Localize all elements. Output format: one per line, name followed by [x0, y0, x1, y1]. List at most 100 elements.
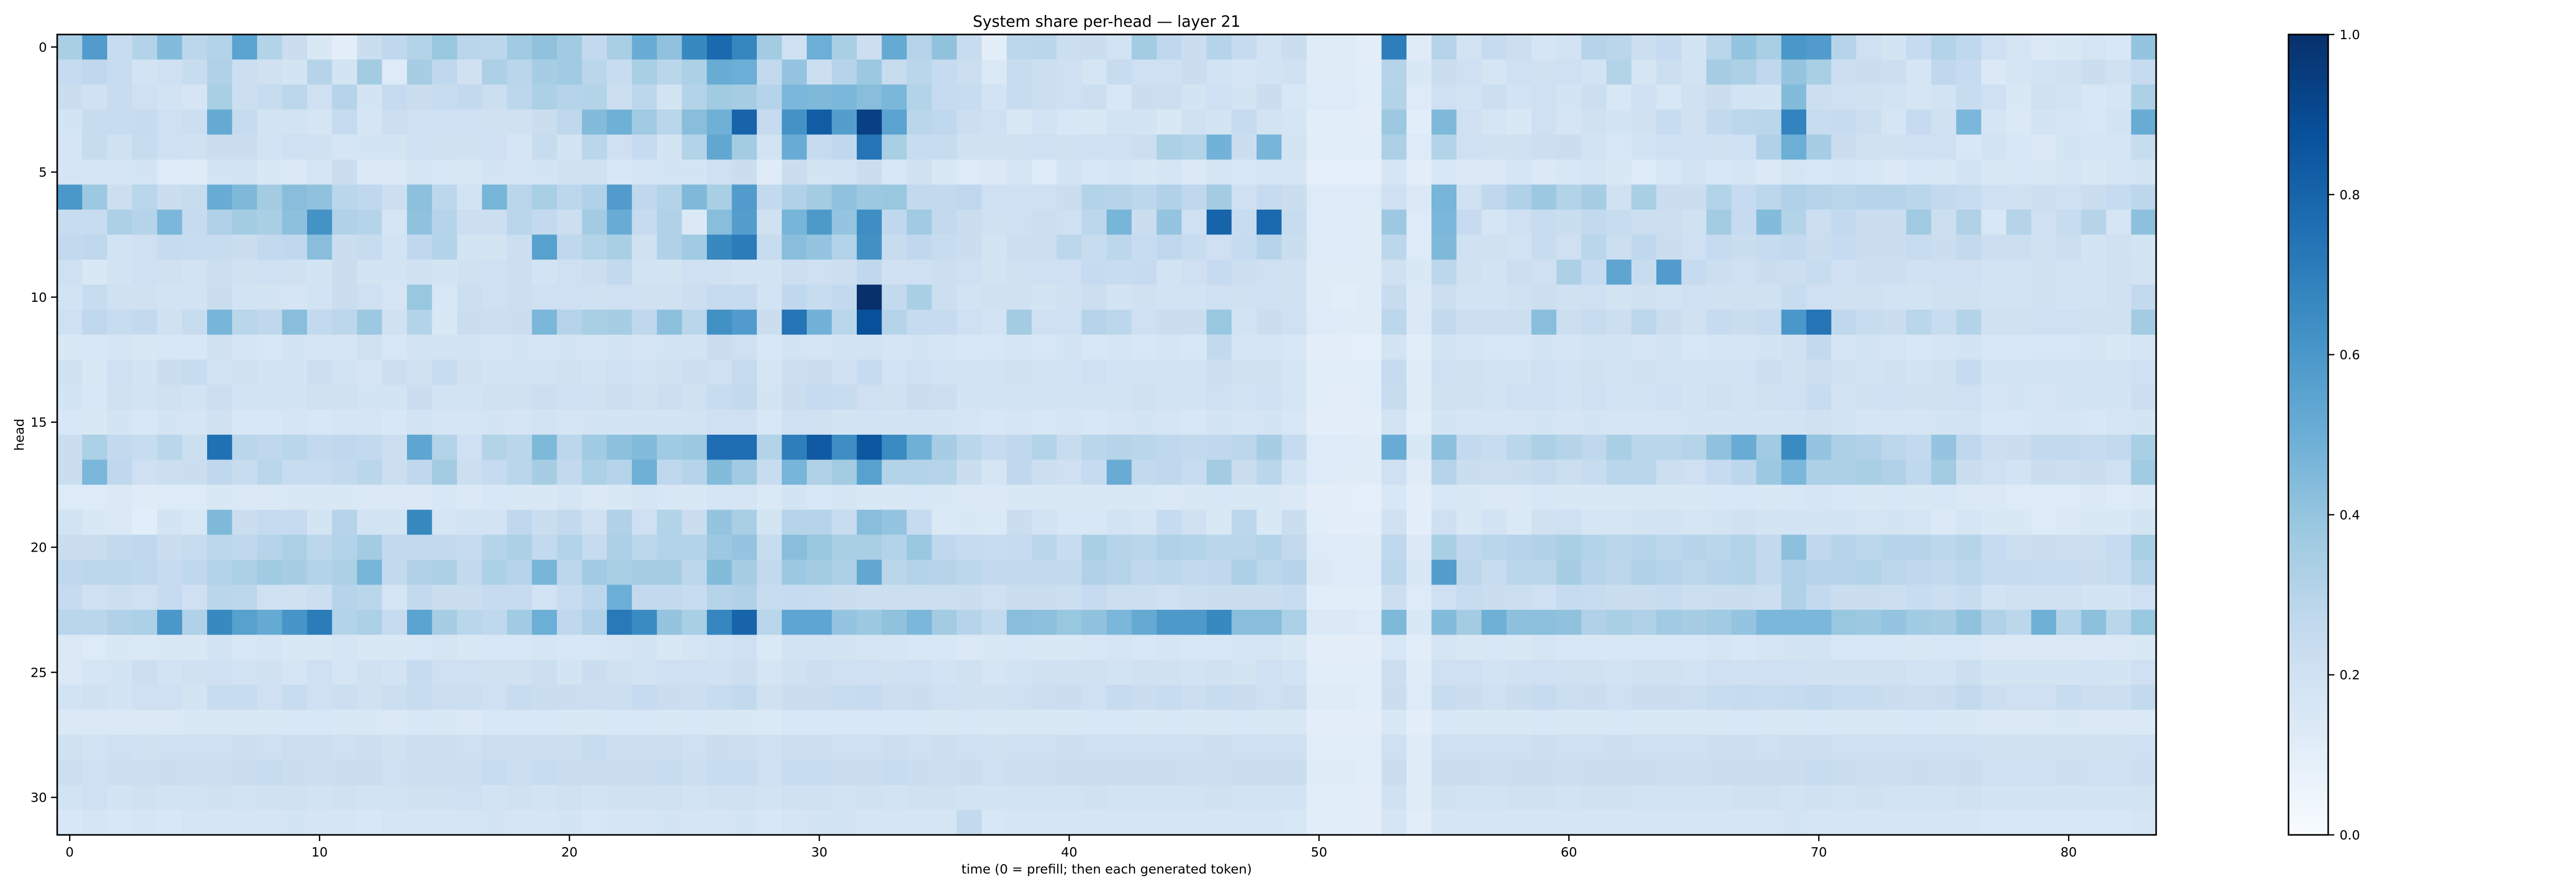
heatmap-cell — [1257, 609, 1282, 636]
heatmap-cell — [1956, 710, 1982, 735]
heatmap-cell — [1781, 585, 1807, 610]
heatmap-cell — [1506, 684, 1532, 710]
heatmap-cell — [532, 360, 557, 385]
heatmap-cell — [307, 134, 333, 160]
heatmap-cell — [657, 159, 683, 185]
heatmap-cell — [832, 184, 857, 210]
heatmap-cell — [1031, 284, 1057, 310]
heatmap-cell — [1281, 109, 1307, 135]
heatmap-cell — [307, 310, 333, 335]
heatmap-cell — [1856, 459, 1882, 485]
heatmap-cell — [2031, 459, 2057, 485]
heatmap-cell — [107, 284, 133, 310]
heatmap-cell — [1131, 760, 1157, 785]
heatmap-cell — [507, 635, 533, 660]
heatmap-cell — [1181, 559, 1207, 585]
heatmap-cell — [931, 59, 957, 85]
heatmap-cell — [82, 459, 108, 485]
heatmap-cell — [2081, 234, 2107, 260]
heatmap-cell — [107, 84, 133, 110]
heatmap-cell — [1007, 760, 1032, 785]
heatmap-cell — [1406, 459, 1432, 485]
heatmap-cell — [832, 585, 857, 610]
heatmap-cell — [707, 384, 733, 410]
heatmap-cell — [2056, 734, 2082, 760]
heatmap-cell — [1656, 234, 1682, 260]
heatmap-cell — [282, 784, 308, 811]
heatmap-cell — [457, 134, 483, 160]
heatmap-cell — [757, 559, 783, 585]
heatmap-cell — [1656, 734, 1682, 760]
heatmap-cell — [57, 535, 83, 560]
heatmap-cell — [232, 734, 258, 760]
heatmap-cell — [1057, 784, 1082, 811]
heatmap-cell — [1007, 684, 1032, 710]
heatmap-cell — [707, 260, 733, 285]
heatmap-cell — [1057, 459, 1082, 485]
heatmap-cell — [1731, 260, 1757, 285]
heatmap-cell — [757, 635, 783, 660]
heatmap-cell — [557, 459, 583, 485]
heatmap-cell — [782, 810, 807, 835]
heatmap-cell — [2081, 184, 2107, 210]
heatmap-cell — [57, 184, 83, 210]
heatmap-cell — [732, 284, 757, 310]
heatmap-cell — [1606, 284, 1632, 310]
heatmap-cell — [2006, 184, 2032, 210]
heatmap-cell — [1856, 734, 1882, 760]
heatmap-cell — [107, 260, 133, 285]
heatmap-cell — [2081, 710, 2107, 735]
heatmap-cell — [682, 109, 707, 135]
heatmap-cell — [1331, 84, 1357, 110]
heatmap-cell — [1231, 109, 1257, 135]
heatmap-cell — [1556, 660, 1582, 686]
heatmap-cell — [1806, 684, 1832, 710]
heatmap-cell — [907, 710, 933, 735]
heatmap-cell — [1656, 435, 1682, 460]
heatmap-cell — [557, 384, 583, 410]
heatmap-cell — [1456, 509, 1482, 535]
heatmap-cell — [132, 409, 158, 435]
heatmap-cell — [1456, 159, 1482, 185]
heatmap-cell — [332, 310, 358, 335]
heatmap-cell — [1231, 710, 1257, 735]
heatmap-cell — [307, 684, 333, 710]
heatmap-cell — [1281, 59, 1307, 85]
heatmap-cell — [907, 59, 933, 85]
heatmap-cell — [132, 710, 158, 735]
heatmap-cell — [1357, 384, 1382, 410]
heatmap-cell — [157, 734, 183, 760]
heatmap-cell — [931, 234, 957, 260]
heatmap-cell — [107, 360, 133, 385]
heatmap-cell — [2081, 35, 2107, 60]
heatmap-cell — [832, 535, 857, 560]
heatmap-cell — [457, 234, 483, 260]
heatmap-cell — [557, 184, 583, 210]
heatmap-cell — [1231, 535, 1257, 560]
heatmap-cell — [1431, 535, 1457, 560]
heatmap-cell — [1706, 459, 1732, 485]
heatmap-cell — [1631, 234, 1657, 260]
heatmap-cell — [107, 810, 133, 835]
heatmap-cell — [232, 84, 258, 110]
heatmap-cell — [1906, 684, 1932, 710]
heatmap-cell — [2131, 334, 2157, 360]
heatmap-cell — [807, 435, 833, 460]
heatmap-cell — [1007, 535, 1032, 560]
heatmap-cell — [1531, 184, 1557, 210]
heatmap-cell — [82, 734, 108, 760]
heatmap-cell — [2031, 310, 2057, 335]
heatmap-cell — [632, 660, 657, 686]
heatmap-cell — [1281, 710, 1307, 735]
heatmap-cell — [882, 734, 907, 760]
heatmap-cell — [1481, 360, 1507, 385]
heatmap-cell — [1531, 660, 1557, 686]
heatmap-cell — [357, 159, 383, 185]
heatmap-cell — [2006, 334, 2032, 360]
heatmap-cell — [931, 535, 957, 560]
heatmap-cell — [482, 284, 507, 310]
heatmap-cell — [782, 559, 807, 585]
heatmap-cell — [732, 360, 757, 385]
heatmap-cell — [1231, 310, 1257, 335]
heatmap-cell — [1506, 384, 1532, 410]
